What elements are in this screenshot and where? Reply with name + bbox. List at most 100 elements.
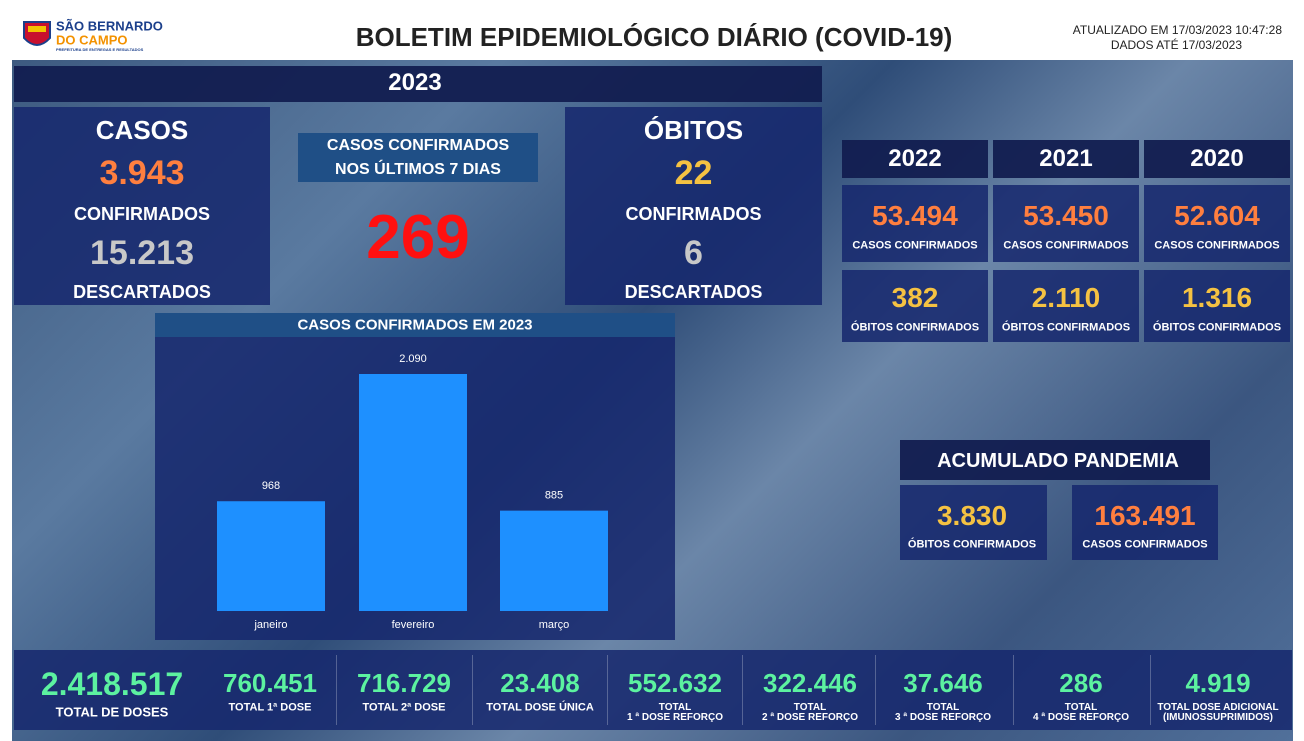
year-cases-label: CASOS CONFIRMADOS [1003,239,1129,252]
year-header [842,140,988,178]
updated: ATUALIZADO EM 17/03/2023 10:47:28 [1072,23,1282,37]
discarded-value: 15.213 [90,234,194,272]
last7-value: 269 [366,203,470,272]
deaths-panel [565,107,822,305]
year-deaths: 2.110 [1031,282,1101,313]
year-deaths-box [1144,270,1290,342]
year-header [993,140,1139,178]
vaccine-label: 4 ª DOSE REFORÇO [1033,712,1129,723]
separator [875,655,876,725]
logo-name: SÃO BERNARDO [56,18,163,34]
vaccine-label: (IMUNOSSUPRIMIDOS) [1163,712,1273,723]
year-cases-box [993,185,1139,262]
year-deaths: 382 [891,282,939,313]
vaccine-label: TOTAL DOSE ADICIONAL [1157,702,1279,713]
separator [472,655,473,725]
vaccine-value: 552.632 [628,668,722,698]
vaccine-label: TOTAL [1064,702,1098,713]
vaccine-label: TOTAL [658,702,692,713]
vaccine-label: TOTAL 1ª DOSE [228,701,312,714]
vaccine-value: 23.408 [500,668,580,698]
x-tick-label: janeiro [253,619,287,631]
bar [217,501,325,611]
year-cases-box [842,185,988,262]
bar [500,510,608,611]
year-banner-text: 2023 [388,69,442,96]
chart-header [155,313,675,337]
value-label: 885 [545,490,563,502]
vaccine-value: 286 [1059,668,1103,698]
year-cases-label: CASOS CONFIRMADOS [852,239,978,252]
panel-title: ÓBITOS [643,115,744,145]
year-deaths-label: ÓBITOS CONFIRMADOS [1001,321,1131,334]
cumulative-header [900,440,1210,480]
last7-header [298,133,538,182]
value-label: 2.090 [399,353,427,365]
year-deaths-box [842,270,988,342]
cumulative-deaths-label: ÓBITOS CONFIRMADOS [907,538,1037,551]
logo-name: DO CAMPO [56,32,128,48]
cumulative-cases: 163.491 [1094,500,1196,531]
vaccine-label: TOTAL 2ª DOSE [362,701,446,714]
cumulative-cases-box [1072,485,1218,560]
year-header [1144,140,1290,178]
logo-tagline: PREFEITURA DE ENTREGAS E RESULTADOS [56,47,144,52]
chart-title: CASOS CONFIRMADOS EM 2023 [297,316,533,334]
cumulative-deaths: 3.830 [936,500,1008,531]
vaccine-value: 716.729 [357,668,451,698]
year-cases-box [1144,185,1290,262]
year-cases: 53.494 [872,200,958,231]
confirmed-value: 22 [674,154,713,192]
x-tick-label: fevereiro [392,619,435,631]
year-deaths-box [993,270,1139,342]
confirmed-value: 3.943 [99,154,185,192]
bar [359,374,467,611]
vaccine-label: TOTAL [926,702,960,713]
data-until: DADOS ATÉ 17/03/2023 [1110,38,1242,52]
discarded-label: DESCARTADOS [73,282,211,302]
confirmed-label: CONFIRMADOS [74,204,210,224]
logo-emblem [23,21,51,46]
separator [1150,655,1151,725]
separator [607,655,608,725]
vaccine-label: 3 ª DOSE REFORÇO [895,712,991,723]
discarded-label: DESCARTADOS [624,282,763,302]
separator [1013,655,1014,725]
last7-title: NOS ÚLTIMOS 7 DIAS [335,161,501,178]
x-tick-label: março [539,619,570,631]
year-cases: 53.450 [1023,200,1109,231]
year-cases: 52.604 [1174,200,1260,231]
title: BOLETIM EPIDEMIOLÓGICO DIÁRIO (COVID-19) [355,22,953,52]
vaccine-value: 4.919 [1185,668,1251,698]
year-label: 2020 [1190,145,1244,172]
bar-chart: 968 janeiro 2.090 fevereiro 885 março [217,353,608,631]
cumulative-cases-label: CASOS CONFIRMADOS [1082,538,1208,551]
vaccine-total: 2.418.517 [40,666,184,702]
vaccine-label: TOTAL DOSE ÚNICA [486,701,594,714]
vaccine-value: 760.451 [223,668,317,698]
year-deaths: 1.316 [1181,282,1253,313]
panel-title: CASOS [95,115,189,145]
vaccine-value: 37.646 [903,668,983,698]
vaccine-label: TOTAL [793,702,827,713]
vaccine-row [14,650,1292,730]
separator [742,655,743,725]
separator [336,655,337,725]
value-label: 968 [262,480,280,492]
cumulative-title: ACUMULADO PANDEMIA [937,450,1179,472]
year-label: 2022 [888,145,942,172]
cumulative-deaths-box [900,485,1047,560]
vaccine-value: 322.446 [763,668,857,698]
last7-title: CASOS CONFIRMADOS [326,137,510,154]
cases-panel [14,107,270,305]
vaccine-total-label: TOTAL DE DOSES [55,704,169,720]
confirmed-label: CONFIRMADOS [625,204,762,224]
year-label: 2021 [1039,145,1093,172]
vaccine-label: 1 ª DOSE REFORÇO [627,712,723,723]
year-cases-label: CASOS CONFIRMADOS [1154,239,1280,252]
vaccine-label: 2 ª DOSE REFORÇO [762,712,858,723]
year-deaths-label: ÓBITOS CONFIRMADOS [850,321,980,334]
year-deaths-label: ÓBITOS CONFIRMADOS [1152,321,1282,334]
year-banner [14,66,822,102]
